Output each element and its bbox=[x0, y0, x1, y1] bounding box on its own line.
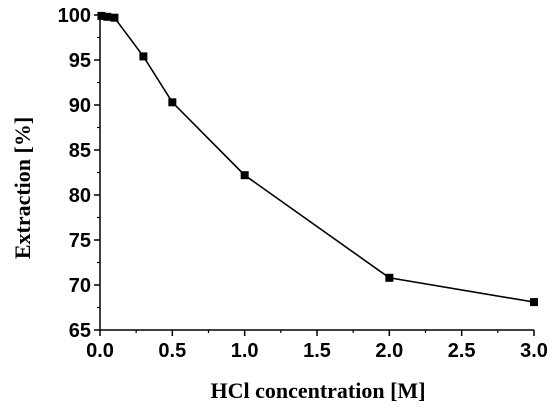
series-line bbox=[101, 15, 535, 303]
y-tick-label: 90 bbox=[69, 95, 91, 117]
y-axis-title: Extraction [%] bbox=[10, 117, 35, 259]
y-tick-label: 65 bbox=[69, 320, 91, 342]
y-tick-label: 85 bbox=[69, 140, 91, 162]
data-point-marker bbox=[530, 298, 538, 307]
x-tick-label: 1.0 bbox=[231, 340, 259, 362]
data-point-marker bbox=[240, 171, 249, 180]
y-tick-label: 80 bbox=[69, 185, 91, 207]
data-point-marker bbox=[168, 98, 177, 107]
data-point-marker bbox=[103, 12, 112, 21]
y-tick-label: 75 bbox=[69, 230, 91, 252]
y-tick-label: 100 bbox=[58, 5, 91, 27]
data-point-marker bbox=[385, 273, 394, 282]
x-axis-title: HCl concentration [M] bbox=[210, 378, 425, 403]
plot-area bbox=[99, 15, 534, 331]
x-tick-label: 2.5 bbox=[448, 340, 476, 362]
x-tick-label: 2.0 bbox=[375, 340, 403, 362]
y-tick-label: 70 bbox=[69, 275, 91, 297]
y-tick-label: 95 bbox=[69, 50, 91, 72]
x-axis-ticks: 0.0 0.5 1.0 1.5 2.0 2.5 3.0 bbox=[86, 330, 548, 362]
x-tick-label: 1.5 bbox=[303, 340, 331, 362]
series-layer bbox=[97, 11, 538, 307]
x-tick-label: 3.0 bbox=[520, 340, 548, 362]
data-point-marker bbox=[139, 52, 148, 61]
x-tick-label: 0.0 bbox=[86, 340, 114, 362]
data-point-marker bbox=[97, 11, 106, 20]
y-axis-ticks: 65 70 75 80 85 90 95 100 bbox=[58, 5, 100, 342]
x-tick-label: 0.5 bbox=[158, 340, 186, 362]
data-point-marker bbox=[110, 13, 119, 22]
